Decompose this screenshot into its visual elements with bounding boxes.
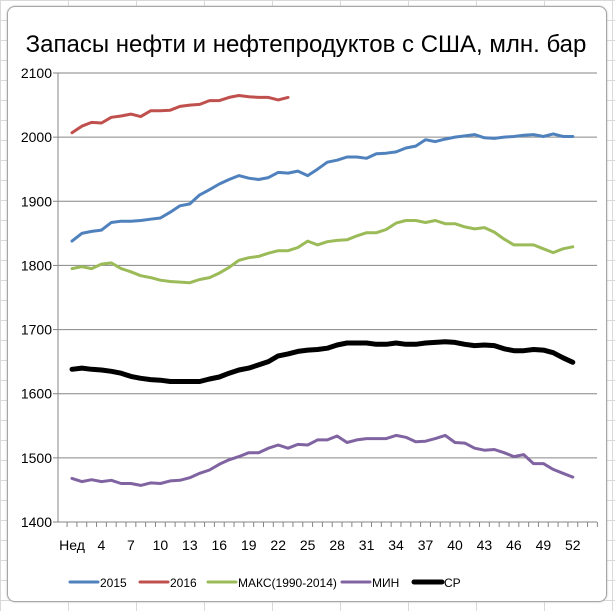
x-tick-label: 16 (212, 537, 228, 553)
x-tick-label: 37 (418, 537, 434, 553)
y-tick-label: 1900 (21, 193, 52, 209)
gridlines (58, 72, 597, 459)
series-line-2 (70, 219, 575, 285)
legend-label: 2016 (170, 576, 197, 590)
y-tick-label: 2100 (21, 65, 52, 81)
series-line-0 (70, 132, 575, 243)
y-tick-label: 2000 (21, 129, 52, 145)
series-line-3 (70, 433, 575, 487)
y-tick-label: 1400 (21, 514, 52, 530)
y-tick-label: 1800 (21, 257, 52, 273)
y-tick-label: 1700 (21, 322, 52, 338)
x-tick-label: 40 (447, 537, 463, 553)
x-tick-label: 13 (182, 537, 198, 553)
x-tick-label: 22 (270, 537, 286, 553)
x-tick-label: 28 (329, 537, 345, 553)
legend: 2015 2016 МАКС(1990-2014) МИН СР (68, 576, 461, 590)
x-tick-label: 19 (241, 537, 257, 553)
x-tick-label: 49 (536, 537, 552, 553)
x-tick-label: 52 (565, 537, 581, 553)
legend-label: СР (444, 576, 461, 590)
x-tick-label: 25 (300, 537, 316, 553)
y-tick-label: 1500 (21, 450, 52, 466)
x-tick-label: 34 (388, 537, 404, 553)
x-tick-label: 10 (153, 537, 169, 553)
legend-label: МАКС(1990-2014) (238, 576, 337, 590)
legend-label: 2015 (100, 576, 127, 590)
x-tick-label: Нед (59, 537, 85, 553)
x-tick-label: 4 (98, 537, 106, 553)
series-lines (69, 94, 576, 487)
x-axis: Нед 4 7 10 13 16 19 22 25 28 31 34 37 40 43 46 49 52 (57, 73, 598, 553)
x-tick-label: 7 (127, 537, 135, 553)
legend-label: МИН (372, 576, 399, 590)
x-tick-label: 46 (506, 537, 522, 553)
series-line-1 (70, 94, 290, 135)
series-line-4 (69, 339, 576, 384)
x-tick-label: 43 (477, 537, 493, 553)
y-tick-label: 1600 (21, 386, 52, 402)
x-tick-label: 31 (359, 537, 375, 553)
chart-area[interactable] (7, 6, 607, 602)
y-axis-ticks: 1400 1500 1600 1700 1800 1900 2000 2100 (21, 65, 58, 530)
chart-title: Запасы нефти и нефтепродуктов с США, млн… (26, 31, 587, 58)
